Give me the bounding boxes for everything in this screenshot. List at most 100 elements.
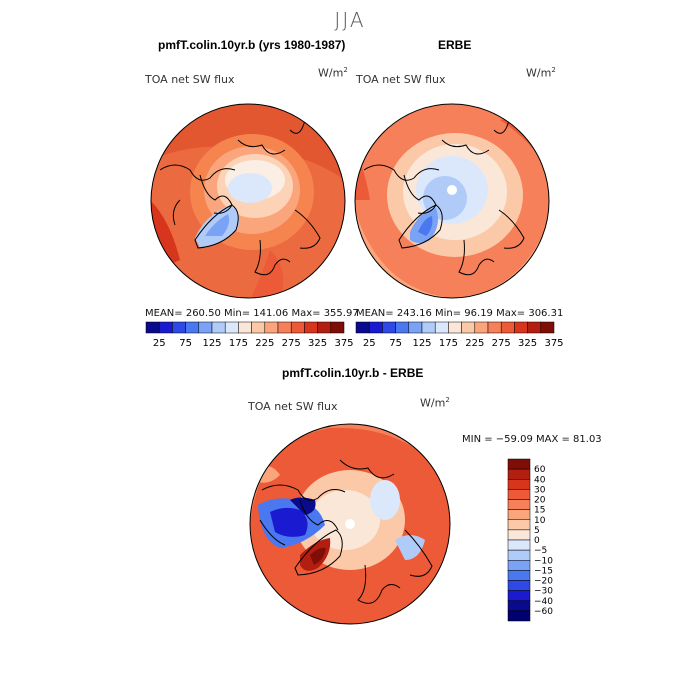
difference-colorbar-swatch [507,479,531,490]
difference-stats: MIN = −59.09 MAX = 81.03 [462,434,602,445]
difference-colorbar-tick-label: −40 [534,597,553,607]
difference-colorbar-tick-label: 10 [534,516,546,526]
model-colorbar-tick-label: 275 [282,338,301,349]
erbe-colorbar-tick-label: 325 [518,338,537,349]
model-colorbar-swatch [251,321,266,334]
model-colorbar-tick-label: 375 [334,338,353,349]
model-colorbar-tick-label: 25 [153,338,166,349]
erbe-map-border [354,103,550,299]
difference-panel-title: pmfT.colin.10yr.b - ERBE [282,366,424,380]
difference-colorbar-swatch [507,610,531,622]
model-colorbar-swatch [277,321,292,334]
difference-colorbar-tick-label: 30 [534,485,546,495]
erbe-colorbar-swatch [461,321,476,334]
erbe-colorbar-swatch [474,321,489,334]
model-colorbar-swatch [145,321,160,334]
difference-variable: TOA net SW flux [248,400,338,413]
difference-colorbar-swatch [507,570,531,581]
difference-colorbar-swatch [507,580,531,591]
model-coastlines [159,119,321,276]
erbe-colorbar-swatch [527,321,542,334]
model-colorbar-tick-label: 225 [255,338,274,349]
panel2-title: ERBE [438,38,472,52]
model-colorbar-swatch [172,321,186,334]
erbe-polar-map [355,104,549,298]
model-colorbar-swatch [224,321,239,334]
difference-colorbar-tick-label: −15 [534,566,553,576]
model-polar-map [151,104,345,298]
difference-colorbar-swatch [507,549,531,561]
erbe-colorbar-swatch [395,321,410,334]
erbe-colorbar-swatch [500,321,515,334]
difference-colorbar-tick-label: 15 [534,506,545,516]
model-colorbar-swatch [290,321,305,334]
panel2-variable: TOA net SW flux [356,73,446,86]
panel2-units: W/m2 [526,66,556,80]
erbe-colorbar-swatch [487,321,502,334]
erbe-colorbar-swatch [368,321,383,334]
model-colorbar-tick-label: 175 [229,338,248,349]
erbe-colorbar-tick-label: 175 [439,338,458,349]
erbe-colorbar-swatch [355,321,370,334]
erbe-colorbar-tick-label: 275 [492,338,511,349]
panel2-stats: MEAN= 243.16 Min= 96.19 Max= 306.31 [356,308,564,319]
difference-colorbar-swatch [507,458,531,470]
difference-colorbar-swatch [507,560,531,571]
difference-colorbar-swatch [507,489,531,500]
panel1-stats: MEAN= 260.50 Min= 141.06 Max= 355.97 [145,308,359,319]
difference-colorbar-tick-label: 60 [534,465,546,475]
difference-colorbar-tick-label: 40 [534,475,546,485]
difference-colorbar-tick-label: 20 [534,496,546,506]
erbe-colorbar-tick-label: 375 [544,338,563,349]
model-colorbar-swatch [198,321,213,334]
difference-colorbar-swatch [507,529,531,541]
model-colorbar-swatch [211,321,226,334]
model-colorbar-swatch [158,321,173,334]
difference-polar-map [250,424,450,624]
model-colorbar-swatch [330,321,345,334]
difference-colorbar-swatch [507,509,531,520]
difference-colorbar-swatch [507,499,531,510]
model-colorbar-tick-label: 325 [308,338,327,349]
panel1-units: W/m2 [318,66,348,80]
difference-colorbar-tick-label: −5 [534,546,547,556]
difference-colorbar-tick-label: 5 [534,526,540,536]
difference-colorbar-tick-label: 0 [534,536,540,546]
model-colorbar-swatch [264,321,279,334]
panel1-variable: TOA net SW flux [145,73,235,86]
erbe-colorbar-tick-label: 225 [465,338,484,349]
erbe-colorbar-tick-label: 25 [363,338,376,349]
model-map-border [150,103,346,299]
erbe-colorbar: 25 75 125 175 225 275 325 375 [355,321,564,349]
difference-colorbar-swatch [507,468,531,480]
difference-colorbar-swatch [507,600,531,612]
figure-title: JJA [334,8,366,32]
difference-colorbar-tick-label: −30 [534,587,553,597]
panel1-title: pmfT.colin.10yr.b (yrs 1980-1987) [158,38,346,52]
erbe-coastlines [363,119,525,276]
difference-colorbar-swatch [507,539,531,551]
difference-colorbar-swatch [507,519,531,531]
difference-colorbar-tick-label: −20 [534,577,553,587]
erbe-colorbar-swatch [540,321,555,334]
erbe-colorbar-swatch [382,321,396,334]
difference-colorbar-swatch [507,590,531,601]
model-colorbar-swatch [304,321,318,334]
erbe-colorbar-swatch [514,321,528,334]
erbe-colorbar-swatch [408,321,423,334]
difference-coastlines [259,459,433,604]
erbe-colorbar-tick-label: 75 [389,338,402,349]
difference-units: W/m2 [420,396,450,410]
erbe-colorbar-tick-label: 125 [412,338,431,349]
difference-map-border [249,423,451,625]
difference-colorbar-tick-label: −60 [534,607,553,617]
model-colorbar-swatch [238,321,252,334]
erbe-colorbar-swatch [448,321,462,334]
model-colorbar-tick-label: 75 [179,338,192,349]
model-colorbar-tick-label: 125 [202,338,221,349]
erbe-colorbar-swatch [434,321,449,334]
model-colorbar-swatch [317,321,332,334]
model-colorbar-swatch [185,321,200,334]
